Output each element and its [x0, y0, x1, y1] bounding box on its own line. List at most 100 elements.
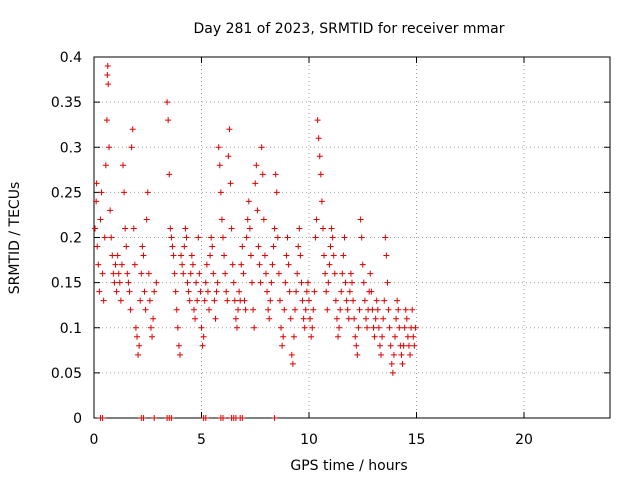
data-point [235, 306, 242, 313]
data-point [333, 315, 340, 322]
data-point [140, 415, 147, 421]
data-point [301, 324, 308, 331]
data-point [347, 270, 354, 277]
axis-ticks [93, 56, 610, 419]
data-point [350, 297, 357, 304]
data-point [238, 261, 245, 268]
data-point [405, 342, 412, 349]
data-point [181, 243, 188, 250]
data-point [261, 252, 268, 259]
data-point [170, 252, 177, 259]
data-point [276, 297, 283, 304]
data-point [346, 288, 353, 295]
data-point [286, 288, 293, 295]
data-point [104, 72, 111, 79]
data-point [142, 306, 149, 313]
data-point [182, 225, 189, 232]
data-point [354, 351, 361, 358]
data-point [258, 144, 265, 151]
data-point [302, 306, 309, 313]
data-point [195, 234, 202, 241]
data-point [337, 306, 344, 313]
data-point [341, 234, 348, 241]
data-point [390, 351, 397, 358]
data-point [172, 288, 179, 295]
data-point [230, 279, 237, 286]
data-point [264, 288, 271, 295]
data-point [239, 415, 246, 421]
data-point [404, 333, 411, 340]
data-point [293, 288, 300, 295]
data-point [326, 261, 333, 268]
data-point [268, 279, 275, 286]
data-point [357, 216, 364, 223]
data-point [110, 270, 117, 277]
data-point [316, 153, 323, 160]
data-point [309, 324, 316, 331]
data-point [98, 189, 105, 196]
data-point [208, 234, 215, 241]
data-point [252, 180, 259, 187]
data-point [204, 288, 211, 295]
data-point [314, 117, 321, 124]
data-point [130, 225, 137, 232]
data-point [229, 261, 236, 268]
data-point [146, 297, 153, 304]
grid-lines [94, 57, 610, 418]
data-point [197, 288, 204, 295]
y-tick-label: 0.4 [60, 50, 82, 66]
data-point [228, 225, 235, 232]
data-point [138, 270, 145, 277]
data-point [256, 261, 263, 268]
data-point [151, 288, 158, 295]
data-point [299, 297, 306, 304]
data-point [116, 279, 123, 286]
data-point [371, 333, 378, 340]
data-point [284, 234, 291, 241]
data-point [387, 342, 394, 349]
data-point [407, 351, 414, 358]
data-point [218, 216, 225, 223]
data-point [373, 297, 380, 304]
data-point [178, 252, 185, 259]
x-tick-label: 20 [515, 432, 533, 448]
data-point [368, 288, 375, 295]
data-point [355, 324, 362, 331]
data-point [292, 306, 299, 313]
data-point [281, 306, 288, 313]
data-point [193, 279, 200, 286]
data-point [196, 270, 203, 277]
data-point [190, 306, 197, 313]
data-point [330, 252, 337, 259]
data-point [370, 324, 377, 331]
data-point [96, 288, 103, 295]
x-tick-label: 0 [90, 432, 99, 448]
data-point [103, 117, 110, 124]
data-point [372, 315, 379, 322]
data-point [342, 279, 349, 286]
data-point [294, 270, 301, 277]
data-point [398, 351, 405, 358]
data-point [329, 234, 336, 241]
data-point [322, 270, 329, 277]
data-point [267, 297, 274, 304]
data-point [105, 81, 112, 88]
data-point [396, 324, 403, 331]
data-point [134, 333, 140, 340]
x-tick-label: 15 [408, 432, 426, 448]
data-point [382, 234, 389, 241]
data-point [99, 415, 106, 421]
data-point [225, 153, 232, 160]
data-point [99, 270, 106, 277]
data-point [265, 306, 272, 313]
data-point [325, 279, 332, 286]
data-point [220, 234, 226, 241]
data-point [184, 279, 191, 286]
data-point [319, 225, 326, 232]
data-point [126, 288, 133, 295]
data-point [300, 315, 307, 322]
data-point [323, 288, 330, 295]
data-point [243, 234, 250, 241]
data-point [400, 342, 407, 349]
data-point [288, 351, 295, 358]
